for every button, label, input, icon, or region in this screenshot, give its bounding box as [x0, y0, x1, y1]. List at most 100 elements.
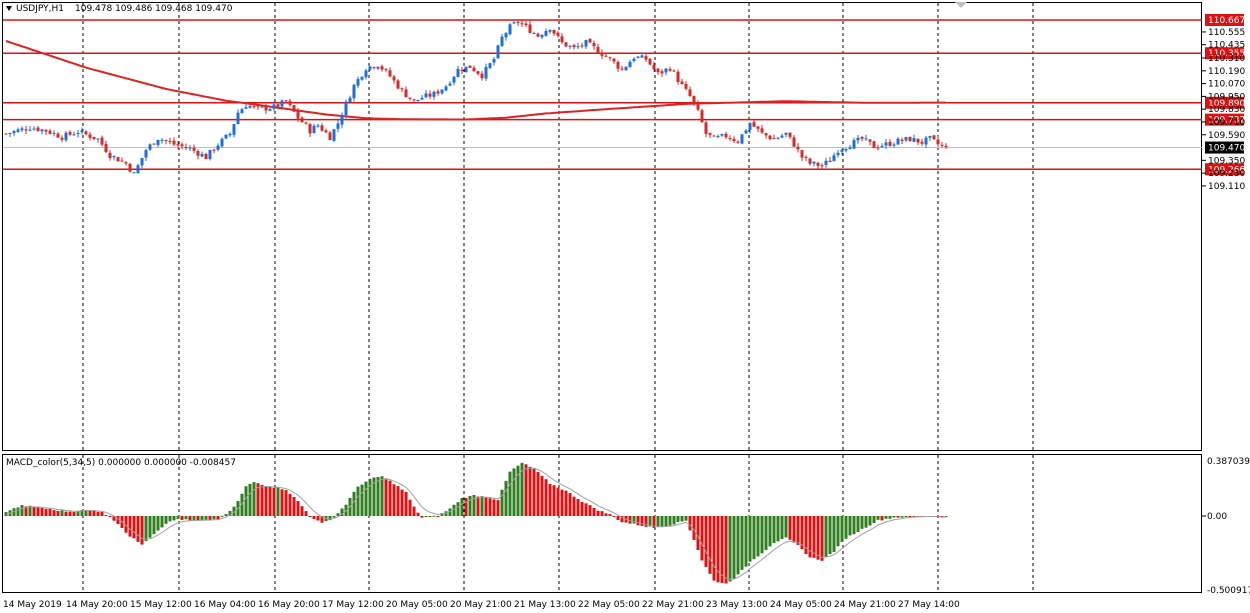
- macd-bar: [744, 516, 748, 567]
- macd-bar: [848, 516, 852, 536]
- macd-bar: [320, 516, 324, 523]
- macd-bar: [176, 516, 180, 519]
- candle-body: [336, 123, 340, 129]
- macd-zero-value: 0.00: [1207, 512, 1227, 522]
- candle-body: [896, 138, 900, 145]
- shift-marker-icon[interactable]: [955, 2, 967, 8]
- candle-body: [932, 135, 936, 140]
- candle-body: [664, 68, 668, 73]
- candle-body: [644, 56, 648, 60]
- candle-body: [672, 70, 676, 72]
- macd-histogram: [4, 462, 1206, 584]
- candle-body: [480, 73, 484, 79]
- macd-bar: [868, 516, 872, 526]
- candle-body: [120, 160, 124, 162]
- macd-bar: [872, 516, 876, 524]
- macd-bar: [372, 477, 376, 516]
- candle-body: [100, 137, 104, 145]
- macd-bar: [556, 487, 560, 516]
- candle-body: [236, 112, 240, 125]
- macd-bar: [220, 515, 224, 517]
- candle-body: [820, 165, 824, 167]
- candle-body: [460, 69, 464, 72]
- macd-bar: [184, 516, 188, 520]
- macd-bar: [76, 511, 80, 516]
- candle-body: [268, 109, 272, 111]
- macd-bar: [192, 516, 196, 521]
- candle-body: [572, 45, 576, 48]
- candle-body: [684, 83, 688, 89]
- time-tick-label: 16 May 20:00: [258, 600, 320, 610]
- macd-bar: [884, 516, 888, 519]
- macd-bar: [724, 516, 728, 584]
- macd-bar: [768, 516, 772, 547]
- candle-body: [860, 136, 864, 139]
- candle-body: [696, 103, 700, 110]
- macd-bar: [860, 516, 864, 529]
- macd-bar: [684, 516, 688, 521]
- macd-bar: [88, 510, 92, 516]
- candle-body: [848, 147, 852, 150]
- macd-bar: [756, 516, 760, 557]
- time-tick-label: 20 May 05:00: [386, 600, 448, 610]
- time-tick-label: 16 May 04:00: [194, 600, 256, 610]
- macd-signal-line: [5, 467, 946, 580]
- macd-bar: [260, 484, 264, 516]
- macd-bar: [312, 516, 316, 519]
- candle-body: [192, 147, 196, 151]
- symbol-label: USDJPY,H1: [16, 4, 64, 14]
- macd-bar: [596, 510, 600, 516]
- candle-body: [904, 137, 908, 141]
- candle-body: [240, 109, 244, 114]
- macd-bar: [548, 484, 552, 516]
- macd-bar: [716, 516, 720, 583]
- macd-bar: [652, 516, 656, 528]
- macd-bar: [828, 516, 832, 555]
- macd-pane-frame: [2, 454, 1202, 593]
- candle-body: [440, 89, 444, 94]
- candle-body: [712, 135, 716, 137]
- macd-bar: [132, 516, 136, 539]
- macd-bar: [248, 483, 252, 516]
- candle-body: [436, 91, 440, 94]
- candle-body: [856, 137, 860, 141]
- macd-bar: [904, 516, 908, 517]
- macd-bar: [40, 507, 44, 516]
- candle-body: [324, 130, 328, 133]
- price-tick-label: 109.590: [1208, 131, 1245, 141]
- candle-body: [128, 163, 132, 172]
- candle-body: [444, 86, 448, 91]
- macd-bar: [152, 516, 156, 535]
- candle-body: [892, 144, 896, 146]
- macd-bar: [584, 503, 588, 516]
- macd-bar: [332, 516, 336, 518]
- macd-bar: [24, 506, 28, 516]
- candle-body: [292, 105, 296, 112]
- candle-body: [72, 134, 76, 136]
- candle-body: [512, 22, 516, 24]
- candle-body: [540, 35, 544, 38]
- candle-body: [308, 124, 312, 134]
- candle-body: [152, 143, 156, 145]
- candle-body: [728, 138, 732, 140]
- candle-body: [888, 141, 892, 146]
- candle-body: [880, 146, 884, 148]
- candle-body: [872, 141, 876, 149]
- macd-bar: [532, 468, 536, 516]
- candle-body: [108, 152, 112, 159]
- candle-body: [792, 137, 796, 147]
- macd-bar: [80, 509, 84, 516]
- candle-body: [40, 129, 44, 132]
- candle-body: [604, 55, 608, 57]
- macd-bar: [844, 516, 848, 539]
- candle-body: [44, 129, 48, 132]
- candle-body: [592, 43, 596, 47]
- candle-body: [628, 61, 632, 68]
- candle-body: [912, 138, 916, 142]
- macd-bar: [164, 516, 168, 524]
- macd-bar: [636, 516, 640, 526]
- candle-body: [296, 110, 300, 119]
- candle-body: [60, 137, 64, 140]
- dropdown-triangle-icon[interactable]: [6, 6, 12, 11]
